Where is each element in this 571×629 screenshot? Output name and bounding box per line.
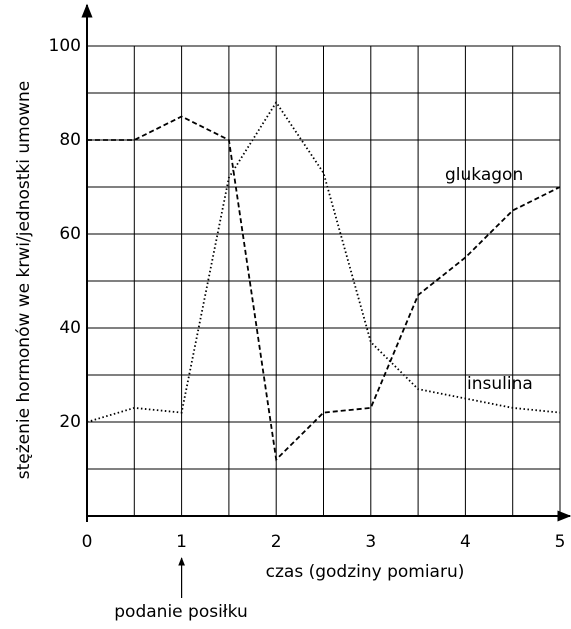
y-tick-label: 20 bbox=[59, 412, 81, 432]
y-tick-label: 100 bbox=[49, 36, 81, 56]
x-axis-label: czas (godziny pomiaru) bbox=[266, 562, 465, 582]
series-line bbox=[87, 115, 561, 462]
x-tick-label: 3 bbox=[365, 532, 376, 552]
series-line bbox=[86, 100, 561, 423]
y-tick-label: 40 bbox=[59, 318, 81, 338]
y-tick-label: 80 bbox=[59, 130, 81, 150]
annotation: podanie posiłku bbox=[114, 602, 247, 622]
x-tick-label: 4 bbox=[460, 532, 471, 552]
x-tick-label: 2 bbox=[271, 532, 282, 552]
y-axis-label: stężenie hormonów we krwi/jednostki umow… bbox=[14, 81, 34, 480]
x-tick-label: 0 bbox=[82, 532, 93, 552]
x-tick-label: 1 bbox=[176, 532, 187, 552]
series-label: glukagon bbox=[445, 165, 523, 185]
y-tick-label: 60 bbox=[59, 224, 81, 244]
x-tick-label: 5 bbox=[555, 532, 566, 552]
series-label: insulina bbox=[467, 374, 533, 394]
